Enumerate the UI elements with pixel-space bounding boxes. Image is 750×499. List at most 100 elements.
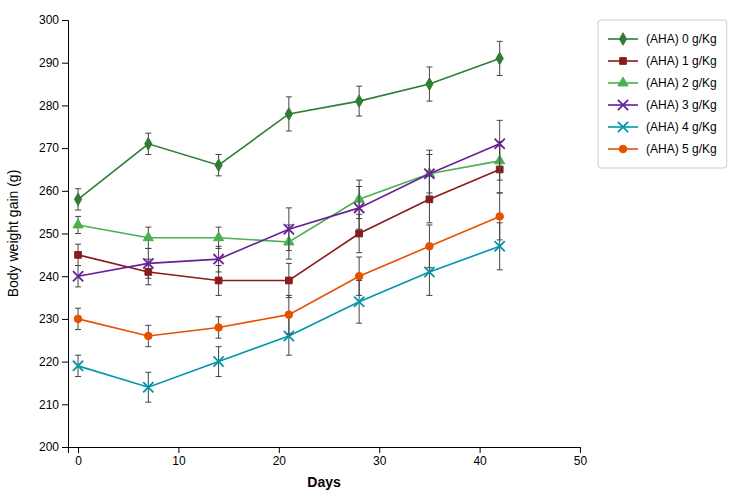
x-axis-tick-label: 50 <box>574 454 588 468</box>
y-axis-tick-label: 210 <box>39 398 59 412</box>
data-point <box>74 193 81 205</box>
x-axis-tick: 10 <box>172 447 186 468</box>
y-axis-tick: 200 <box>39 440 68 454</box>
marks <box>73 41 505 402</box>
y-axis-tick-label: 230 <box>39 312 59 326</box>
data-point <box>213 232 223 241</box>
y-axis: 200210220230240250260270280290300 <box>39 13 69 454</box>
data-point <box>73 361 83 371</box>
x-axis-tick-mark <box>78 447 79 453</box>
x-axis-tick: 0 <box>75 447 82 468</box>
y-axis-tick-label: 260 <box>39 184 59 198</box>
x-axis-tick: 20 <box>273 447 287 468</box>
error-bar <box>216 317 222 338</box>
chart: 0102030405020021022023024025026027028029… <box>0 0 750 499</box>
x-axis-tick-label: 20 <box>273 454 287 468</box>
data-point <box>75 251 82 258</box>
data-point <box>426 243 434 251</box>
y-axis-tick-mark <box>62 63 68 64</box>
y-axis-tick-mark <box>62 191 68 192</box>
series <box>74 41 503 210</box>
x-axis-tick-mark <box>580 447 581 453</box>
data-point <box>424 267 434 277</box>
error-bar <box>286 263 292 297</box>
x-axis-tick: 30 <box>373 447 387 468</box>
y-axis-line <box>62 21 69 448</box>
y-axis-tick-label: 300 <box>39 13 59 27</box>
data-point <box>496 213 504 221</box>
series-line <box>78 58 500 199</box>
legend: (AHA) 0 g/Kg(AHA) 1 g/Kg(AHA) 2 g/Kg(AHA… <box>598 20 727 168</box>
data-point <box>215 324 223 332</box>
x-axis-tick-mark <box>480 447 481 453</box>
legend-label: (AHA) 3 g/Kg <box>646 98 717 112</box>
data-point <box>495 139 505 149</box>
data-point <box>354 297 364 307</box>
data-point <box>213 254 223 264</box>
legend-frame <box>598 20 727 168</box>
error-bar <box>75 244 81 265</box>
data-point <box>355 272 363 280</box>
legend-label: (AHA) 4 g/Kg <box>646 120 717 134</box>
plot-area: 0102030405020021022023024025026027028029… <box>39 13 588 467</box>
y-axis-title: Body weight gain (g) <box>5 170 21 298</box>
x-axis-tick: 50 <box>574 447 588 468</box>
x-axis-title: Days <box>307 474 341 490</box>
y-axis-tick-label: 200 <box>39 440 59 454</box>
data-point <box>73 271 83 281</box>
legend-label: (AHA) 2 g/Kg <box>646 76 717 90</box>
data-point <box>73 219 83 228</box>
series <box>73 120 505 287</box>
legend-item: (AHA) 3 g/Kg <box>608 98 717 112</box>
legend-item: (AHA) 5 g/Kg <box>608 142 717 156</box>
data-point <box>495 241 505 251</box>
error-bar <box>356 86 362 116</box>
data-point <box>354 203 364 213</box>
y-axis-tick-mark <box>62 447 68 448</box>
error-bar <box>356 257 362 295</box>
x-axis-tick-label: 10 <box>172 454 186 468</box>
data-point <box>145 332 153 340</box>
y-axis-tick-label: 240 <box>39 270 59 284</box>
data-point <box>286 277 293 284</box>
y-axis-tick: 250 <box>39 227 68 241</box>
y-axis-tick: 290 <box>39 56 68 70</box>
data-point <box>143 258 153 268</box>
legend-swatch-marker <box>619 145 627 153</box>
y-axis-tick: 230 <box>39 312 68 326</box>
error-bar <box>145 133 151 154</box>
error-bar <box>145 325 151 346</box>
data-point <box>496 52 503 64</box>
y-axis-tick-mark <box>62 404 68 405</box>
data-point <box>426 78 433 90</box>
x-axis-tick-label: 30 <box>373 454 387 468</box>
x-axis-tick-label: 0 <box>75 454 82 468</box>
y-axis-tick-mark <box>62 234 68 235</box>
data-point <box>74 315 82 323</box>
y-axis-tick-label: 270 <box>39 141 59 155</box>
y-axis-tick-mark <box>62 105 68 106</box>
legend-label: (AHA) 1 g/Kg <box>646 54 717 68</box>
y-axis-tick: 240 <box>39 270 68 284</box>
series-line <box>78 161 500 242</box>
data-point <box>285 108 292 120</box>
series <box>75 146 503 298</box>
data-point <box>356 95 363 107</box>
error-bar <box>426 67 432 101</box>
error-bar <box>75 308 81 329</box>
legend-swatch-marker <box>618 122 628 132</box>
legend-swatch-marker <box>619 33 626 45</box>
y-axis-tick-mark <box>62 276 68 277</box>
error-bar <box>75 189 81 210</box>
data-point <box>215 277 222 284</box>
x-axis-tick-label: 40 <box>473 454 487 468</box>
y-axis-tick-mark <box>62 362 68 363</box>
data-point <box>356 230 363 237</box>
y-axis-tick: 280 <box>39 99 68 113</box>
y-axis-tick-label: 290 <box>39 56 59 70</box>
series-line <box>78 144 500 276</box>
error-bar <box>216 155 222 176</box>
x-axis-tick-mark <box>279 447 280 453</box>
legend-item: (AHA) 4 g/Kg <box>608 120 717 134</box>
series-line <box>78 216 500 336</box>
